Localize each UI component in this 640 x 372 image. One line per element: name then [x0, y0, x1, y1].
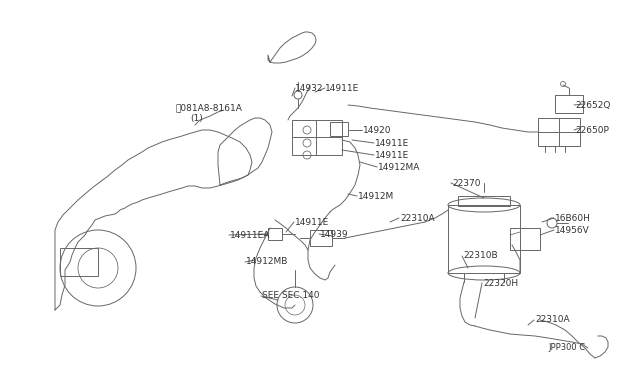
Text: 22310A: 22310A	[535, 315, 570, 324]
Text: 22310A: 22310A	[400, 214, 435, 222]
Bar	[510, 228, 540, 250]
Bar	[555, 95, 583, 113]
Text: 14911EA: 14911EA	[230, 231, 270, 240]
Text: 14956V: 14956V	[555, 225, 589, 234]
Text: 22650P: 22650P	[575, 125, 609, 135]
Text: 14911E: 14911E	[295, 218, 329, 227]
Text: 14932: 14932	[295, 83, 323, 93]
Bar	[448, 205, 520, 273]
Text: 22652Q: 22652Q	[575, 100, 611, 109]
Text: 22310B: 22310B	[463, 251, 498, 260]
Text: 14911E: 14911E	[325, 83, 359, 93]
Text: 14912MA: 14912MA	[378, 163, 420, 171]
Text: 14939: 14939	[320, 230, 349, 238]
Text: (1): (1)	[190, 113, 203, 122]
Text: 14911E: 14911E	[375, 151, 409, 160]
Bar	[330, 122, 348, 136]
Text: JPP300 C: JPP300 C	[548, 343, 585, 353]
Bar	[60, 248, 98, 276]
Text: Ⓑ081A8-8161A: Ⓑ081A8-8161A	[175, 103, 242, 112]
Text: 22320H: 22320H	[483, 279, 518, 288]
Bar	[292, 120, 342, 155]
Bar	[268, 228, 282, 240]
Text: SEE SEC.140: SEE SEC.140	[262, 291, 319, 299]
Text: 14911E: 14911E	[375, 138, 409, 148]
Text: 14920: 14920	[363, 125, 392, 135]
Text: 16B60H: 16B60H	[555, 214, 591, 222]
Text: 14912MB: 14912MB	[246, 257, 289, 266]
Text: 14912M: 14912M	[358, 192, 394, 201]
Bar	[310, 230, 332, 246]
Text: 22370: 22370	[452, 179, 481, 187]
Bar	[538, 118, 580, 146]
Bar	[458, 196, 510, 206]
